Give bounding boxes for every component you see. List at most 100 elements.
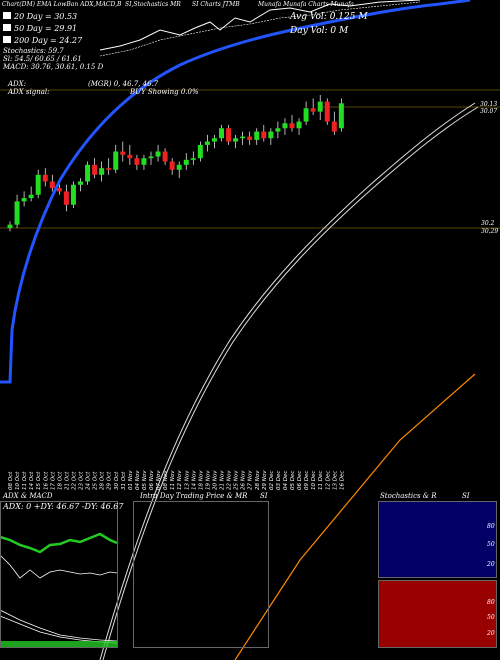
si-tick-50: 50	[487, 614, 495, 621]
date-tick-label: 21 Nov	[220, 470, 226, 490]
date-tick-label: 16 Dec	[339, 471, 345, 490]
date-tick-label: 14 Nov	[191, 470, 197, 490]
header-right: Munafa Munafa Charts Munafa	[258, 1, 354, 8]
adx-macd-panel	[0, 501, 118, 648]
legend-ema200: 200 Day = 24.27	[3, 36, 82, 45]
candle-body	[148, 156, 154, 159]
stoch-tick-50: 50	[487, 541, 495, 548]
candle-body	[324, 101, 330, 122]
date-tick-label: 06 Nov	[149, 470, 155, 490]
day-volume: Day Vol: 0 M	[290, 26, 349, 36]
candle-body	[204, 141, 210, 145]
date-tick-label: 21 Oct	[64, 471, 70, 490]
candle-body	[141, 158, 147, 165]
si-tick-80: 80	[487, 599, 495, 606]
candle-body	[106, 168, 112, 170]
candle-body	[289, 123, 295, 129]
candle-body	[42, 174, 48, 182]
date-tick-label: 18 Nov	[198, 470, 204, 490]
candle-body	[113, 151, 119, 170]
candle-body	[317, 101, 323, 112]
candle-body	[310, 108, 316, 112]
date-tick-label: 13 Nov	[184, 470, 190, 490]
stoch-title: Stochastics & R	[380, 492, 437, 500]
date-tick-label: 09 Dec	[304, 471, 310, 490]
date-tick-label: 26 Nov	[241, 470, 247, 490]
candle-body	[275, 128, 281, 132]
adx-minus-line	[0, 554, 118, 579]
price-overlay-line	[99, 0, 421, 51]
candle-body	[240, 136, 246, 139]
date-tick-label: 27 Nov	[248, 470, 254, 490]
date-tick-label: 06 Dec	[297, 471, 303, 490]
date-tick-label: 22 Nov	[227, 470, 233, 490]
candle-body	[233, 138, 239, 142]
si-panel	[378, 580, 497, 648]
date-tick-label: 05 Nov	[142, 470, 148, 490]
buy-signal: BUY Showing 0.0%	[130, 88, 199, 96]
date-tick-label: 11 Oct	[22, 471, 28, 490]
candle-body	[254, 131, 260, 140]
stochastics-panel	[378, 501, 497, 578]
candle-body	[338, 103, 344, 129]
date-tick-label: 22 Oct	[71, 471, 77, 490]
date-tick-label: 24 Oct	[86, 471, 92, 490]
adx-plus-line	[0, 532, 118, 554]
avg-volume: Avg Vol: 0.125 M	[290, 12, 368, 22]
candle-body	[303, 108, 309, 122]
candle-body	[56, 188, 62, 192]
legend-macd: MACD: 30.76, 30.61, 0.15 D	[3, 63, 104, 71]
legend-stochastics: Stochastics: 59.7	[3, 47, 64, 55]
intraday-si-label: SI	[260, 492, 268, 500]
header-chart-label: SI Charts JTMB	[192, 1, 240, 8]
date-tick-label: 11 Dec	[318, 471, 324, 490]
candle-body	[169, 161, 175, 170]
candle-body	[268, 131, 274, 139]
adx-signal-label: ADX signal:	[8, 88, 50, 96]
date-tick-label: 29 Nov	[262, 470, 268, 490]
macd-line	[0, 609, 118, 642]
candle-body	[282, 123, 288, 129]
candle-body	[99, 168, 105, 175]
candle-body	[78, 181, 83, 185]
date-tick-label: 10 Oct	[15, 471, 21, 490]
date-tick-label: 01 Nov	[128, 470, 134, 490]
date-tick-label: 28 Nov	[255, 470, 261, 490]
candle-body	[190, 158, 196, 160]
date-tick-label: 10 Dec	[311, 471, 317, 490]
date-tick-label: 19 Nov	[205, 470, 211, 490]
price-overlay-dotted	[99, 1, 421, 57]
date-tick-label: 18 Oct	[57, 471, 63, 490]
candle-body	[162, 151, 168, 162]
candle-body	[49, 181, 55, 189]
date-tick-label: 20 Nov	[212, 470, 218, 490]
intraday-panel	[133, 501, 269, 648]
candle-body	[127, 154, 133, 159]
date-tick-label: 29 Oct	[107, 471, 113, 490]
ema50-line	[99, 102, 476, 660]
candle-body	[21, 198, 27, 202]
date-tick-label: 25 Nov	[234, 470, 240, 490]
header-center: SI,Stochastics MR	[125, 1, 181, 8]
price-label-3: 30.2	[481, 220, 495, 227]
date-tick-label: 08 Nov	[163, 470, 169, 490]
stoch-tick-80: 80	[487, 523, 495, 530]
candle-body	[134, 158, 140, 165]
stoch-si-label: SI	[462, 492, 470, 500]
adx-macd-title: ADX & MACD	[3, 492, 53, 500]
candle-body	[14, 201, 20, 225]
candle-body	[261, 131, 267, 139]
orange-line	[234, 373, 476, 660]
date-tick-label: 31 Oct	[121, 471, 127, 490]
date-tick-label: 13 Dec	[332, 471, 338, 490]
candle-body	[176, 164, 182, 170]
legend-stoch-vals: Sl: 54.5/ 60.65 / 61.61	[3, 55, 82, 63]
candle-body	[247, 136, 253, 140]
date-tick-label: 16 Oct	[43, 471, 49, 490]
date-tick-label: 12 Dec	[325, 471, 331, 490]
candle-body	[35, 174, 41, 195]
candle-body	[92, 164, 98, 175]
candle-body	[70, 184, 76, 205]
date-tick-label: 14 Oct	[29, 471, 35, 490]
price-label-1: 30.13	[480, 101, 498, 108]
